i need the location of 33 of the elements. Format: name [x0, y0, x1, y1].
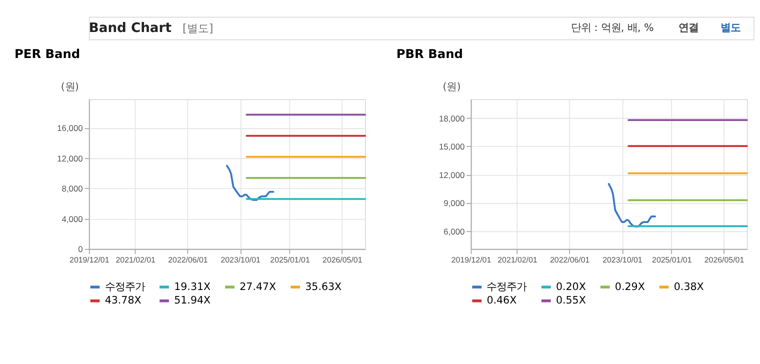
legend-label: 19.31X: [174, 280, 211, 293]
legend-label: 43.78X: [104, 294, 142, 307]
legend-label: 35.63X: [305, 280, 342, 293]
y-tick-label: 16,000: [57, 123, 84, 134]
y-tick-label: 0: [78, 244, 84, 254]
chart-title: PER Band: [14, 46, 80, 61]
y-tick-label: 8,000: [62, 184, 84, 194]
legend-label: 수정주가: [486, 280, 527, 293]
legend-label: 0.29X: [614, 280, 645, 293]
legend-label: 0.20X: [556, 280, 586, 293]
y-tick-label: 6,000: [444, 226, 466, 236]
line-series: [608, 182, 656, 228]
y-tick-label: 9,000: [444, 198, 466, 208]
text: 별도: [720, 22, 741, 34]
chart-title: PBR Band: [396, 46, 463, 61]
legend-label: 0.46X: [486, 294, 517, 307]
y-tick-label: 12,000: [57, 153, 84, 164]
y-tick-label: 12,000: [438, 170, 466, 180]
text: 단위 : 억원, 배, %: [570, 22, 654, 34]
legend-label: 51.94X: [174, 294, 211, 307]
legend-label: 0.38X: [674, 280, 704, 293]
text: Band Chart: [88, 20, 172, 36]
y-axis-title: (원): [442, 80, 461, 93]
legend-label: 27.47X: [240, 280, 276, 293]
y-tick-label: 18,000: [438, 113, 466, 124]
legend-label: 수정주가: [104, 280, 145, 293]
y-tick-label: 4,000: [62, 214, 84, 224]
text: 연결: [678, 22, 699, 34]
text: [별도]: [182, 22, 214, 35]
line-series: [226, 164, 274, 201]
legend-label: 0.55X: [556, 294, 586, 307]
y-tick-label: 15,000: [438, 142, 466, 152]
y-axis-title: (원): [60, 80, 79, 93]
